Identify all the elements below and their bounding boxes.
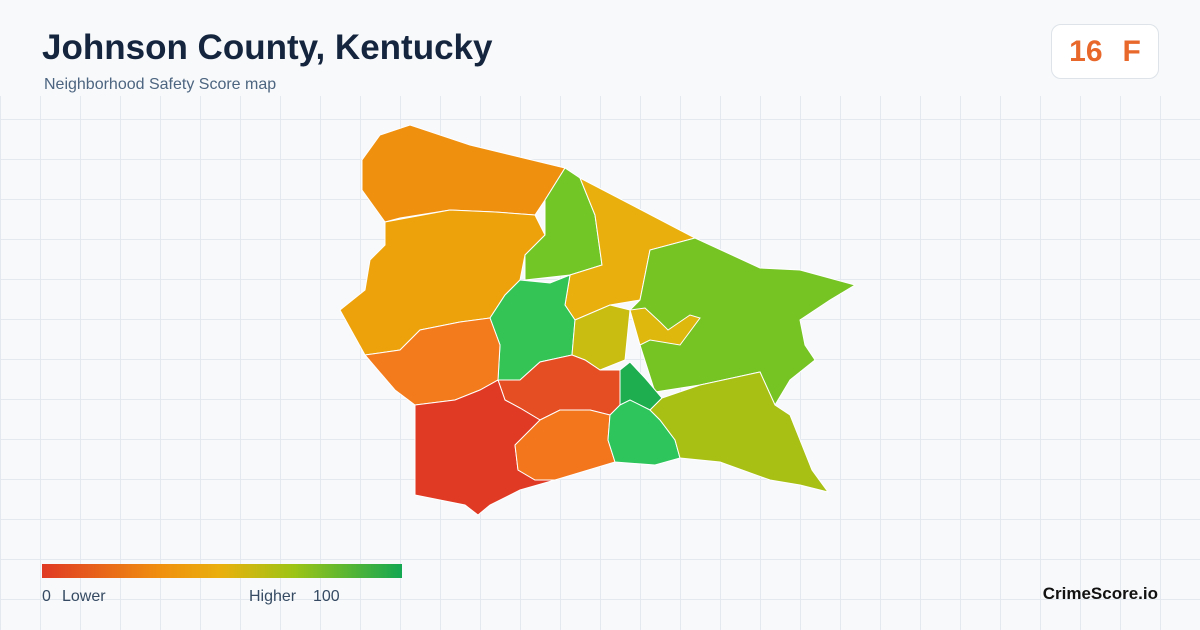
score-badge: 16 F: [1051, 24, 1159, 79]
brand: CrimeScore.io: [1042, 584, 1158, 603]
title: Johnson County, Kentucky: [42, 28, 493, 67]
region: [361, 124, 566, 223]
region: [629, 237, 857, 407]
legend-min: 0: [42, 588, 51, 605]
legend-min-label: Lower: [62, 588, 106, 605]
region: [649, 371, 830, 493]
region: [364, 317, 501, 406]
region: [629, 307, 701, 346]
subtitle: Neighborhood Safety Score map: [44, 76, 277, 93]
score-value: 16: [1069, 34, 1103, 68]
legend-max-label: Higher: [249, 588, 297, 605]
legend-gradient: [42, 564, 402, 578]
legend-max: 100: [313, 588, 340, 605]
score-grade: F: [1122, 34, 1141, 68]
